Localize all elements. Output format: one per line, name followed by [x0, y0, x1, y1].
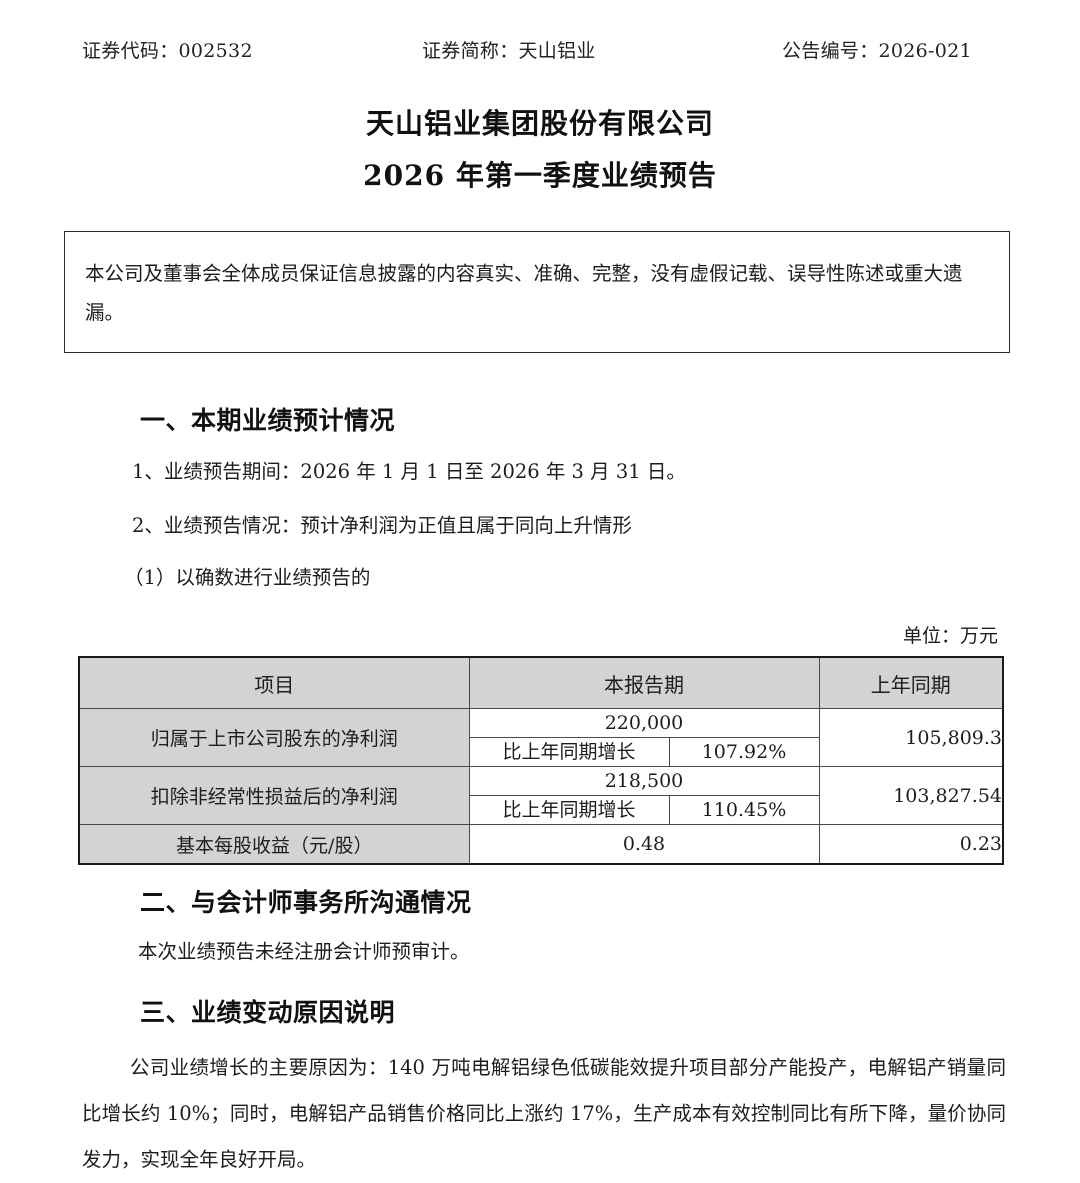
table-header-previous-period: 上年同期	[818, 656, 1004, 710]
masthead: 证券代码：002532 证券简称：天山铝业 公告编号：2026-021	[0, 0, 1080, 63]
table-row: 扣除非经常性损益后的净利润 218,500 103,827.54	[78, 766, 1004, 826]
row-current-net-profit: 220,000	[468, 708, 820, 739]
security-abbreviation: 证券简称：天山铝业	[422, 40, 596, 62]
title-document-name: 2026 年第一季度业绩预告	[363, 159, 717, 193]
row-label-net-profit: 归属于上市公司股东的净利润	[78, 708, 470, 768]
row-growth-value-deducted-net-profit: 110.45%	[668, 795, 820, 826]
section-3-body: 公司业绩增长的主要原因为：140 万吨电解铝绿色低碳能效提升项目部分产能投产，电…	[82, 1056, 1006, 1172]
title-company-name: 天山铝业集团股份有限公司	[365, 107, 714, 140]
financial-table: 项目 本报告期 上年同期 归属于上市公司股东的净利润 220,000 105,8…	[78, 656, 1004, 866]
table-row: 归属于上市公司股东的净利润 220,000 105,809.3	[78, 708, 1004, 768]
financial-table-wrapper: 项目 本报告期 上年同期 归属于上市公司股东的净利润 220,000 105,8…	[78, 656, 1004, 866]
section-1-item-2-sub: （1）以确数进行业绩预告的	[124, 566, 371, 590]
page-title: 天山铝业集团股份有限公司 2026 年第一季度业绩预告	[0, 101, 1080, 199]
row-current-eps: 0.48	[468, 824, 820, 865]
section-1-item-2: 2、业绩预告情况：预计净利润为正值且属于同向上升情形	[132, 514, 632, 538]
notice-number: 公告编号：2026-021	[782, 40, 972, 62]
section-1-heading: 一、本期业绩预计情况	[140, 406, 396, 436]
row-current-deducted-net-profit: 218,500	[468, 766, 820, 797]
table-row: 比上年同期增长 107.92%	[79, 737, 1003, 768]
table-header-current-period: 本报告期	[468, 656, 820, 710]
section-2-heading: 二、与会计师事务所沟通情况	[140, 888, 472, 918]
table-row: 比上年同期增长 110.45%	[79, 795, 1003, 826]
row-label-deducted-net-profit: 扣除非经常性损益后的净利润	[78, 766, 470, 826]
section-1-item-1: 1、业绩预告期间：2026 年 1 月 1 日至 2026 年 3 月 31 日…	[132, 460, 686, 484]
section-2-body: 本次业绩预告未经注册会计师预审计。	[138, 940, 470, 964]
table-row: 基本每股收益（元/股） 0.48 0.23	[78, 824, 1004, 865]
disclaimer-text: 本公司及董事会全体成员保证信息披露的内容真实、准确、完整，没有虚假记载、误导性陈…	[85, 262, 963, 325]
row-previous-net-profit: 105,809.3	[818, 708, 1004, 768]
row-growth-label-deducted-net-profit: 比上年同期增长	[468, 795, 670, 826]
security-code: 证券代码：002532	[82, 40, 253, 62]
disclaimer-box: 本公司及董事会全体成员保证信息披露的内容真实、准确、完整，没有虚假记载、误导性陈…	[64, 231, 1010, 354]
row-growth-label-net-profit: 比上年同期增长	[468, 737, 670, 768]
row-label-eps: 基本每股收益（元/股）	[78, 824, 470, 865]
row-previous-eps: 0.23	[818, 824, 1004, 865]
row-growth-value-net-profit: 107.92%	[668, 737, 820, 768]
section-3-heading: 三、业绩变动原因说明	[140, 998, 396, 1028]
table-header-row: 项目 本报告期 上年同期	[78, 656, 1004, 710]
table-header-item: 项目	[78, 656, 470, 710]
table-unit-label: 单位：万元	[902, 625, 998, 648]
row-previous-deducted-net-profit: 103,827.54	[818, 766, 1004, 826]
